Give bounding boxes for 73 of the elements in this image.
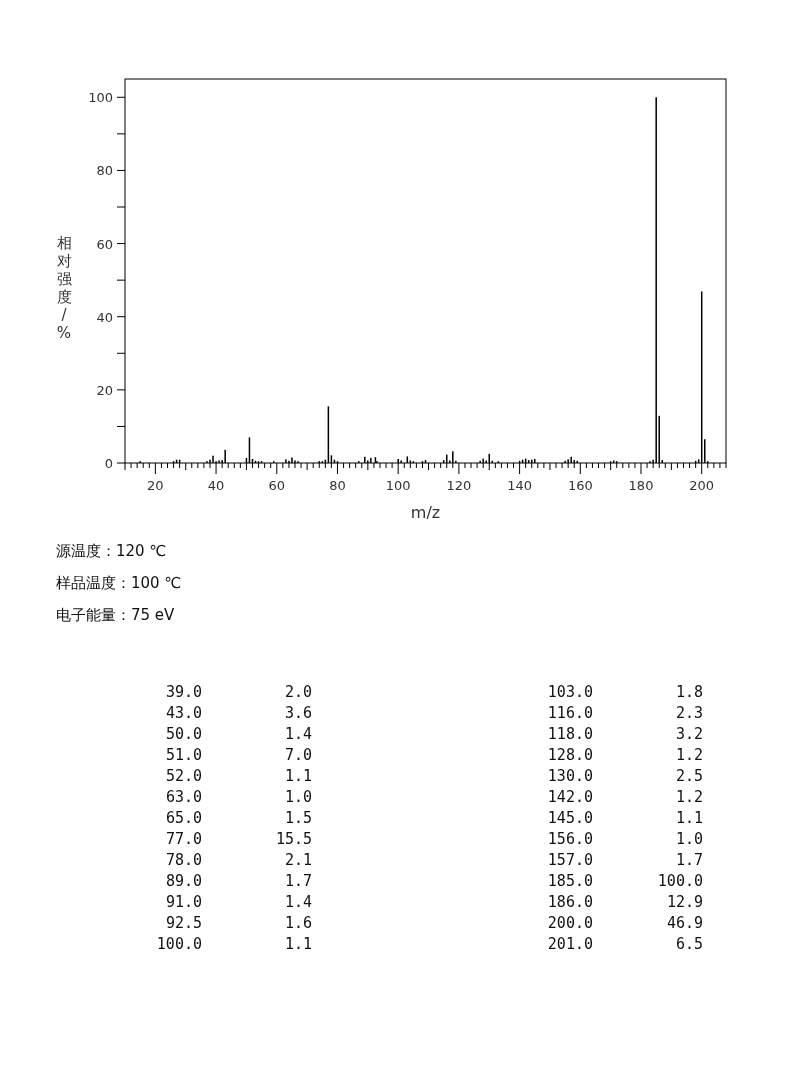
text: 1.0 xyxy=(284,788,312,806)
x-tick-label: 140 xyxy=(507,478,533,493)
y-tick-label: 100 xyxy=(88,90,113,106)
x-tick-label: 180 xyxy=(628,478,654,493)
text: 源温度：120 ℃ xyxy=(56,542,167,560)
text: 78.0 xyxy=(165,851,202,869)
text: 116.0 xyxy=(547,704,593,722)
text: 156.0 xyxy=(547,830,593,848)
text: 185.0 xyxy=(547,872,593,890)
text: 50.0 xyxy=(165,725,202,743)
x-axis-title: m/z xyxy=(410,503,441,522)
text: 2.1 xyxy=(284,851,312,869)
x-tick-label: 120 xyxy=(446,478,472,493)
text: 103.0 xyxy=(547,683,593,701)
text: 118.0 xyxy=(547,725,593,743)
text: 7.0 xyxy=(284,746,312,764)
text: 1.5 xyxy=(284,809,312,827)
text: 91.0 xyxy=(165,893,202,911)
text: 1.8 xyxy=(675,683,703,701)
text: 200.0 xyxy=(547,914,593,932)
text: 1.1 xyxy=(675,809,703,827)
text: 157.0 xyxy=(547,851,593,869)
text: 1.2 xyxy=(675,746,703,764)
text: 15.5 xyxy=(275,830,312,848)
text: 52.0 xyxy=(165,767,202,785)
text: 92.5 xyxy=(165,914,202,932)
text: 2.3 xyxy=(675,704,703,722)
text: 12.9 xyxy=(666,893,703,911)
text: 3.2 xyxy=(675,725,703,743)
x-tick-label: 200 xyxy=(689,478,715,493)
text: 39.0 xyxy=(165,683,202,701)
y-axis-title: 相对强度/% xyxy=(56,234,72,342)
text: 51.0 xyxy=(165,746,202,764)
x-tick-label: 100 xyxy=(385,478,411,493)
x-tick-label: 80 xyxy=(329,478,346,493)
text: 1.7 xyxy=(675,851,703,869)
text: 样品温度：100 ℃ xyxy=(56,574,182,592)
y-tick-label: 40 xyxy=(96,309,113,325)
y-tick-label: 20 xyxy=(96,382,113,398)
x-tick-label: 20 xyxy=(147,478,164,493)
text: 1.1 xyxy=(284,767,312,785)
text: 1.7 xyxy=(284,872,312,890)
x-tick-label: 160 xyxy=(567,478,593,493)
x-tick-label: 60 xyxy=(268,478,286,493)
text: 43.0 xyxy=(165,704,202,722)
text: 电子能量：75 eV xyxy=(56,606,176,624)
text: 142.0 xyxy=(547,788,593,806)
y-tick-label: 80 xyxy=(96,163,113,179)
text: 186.0 xyxy=(547,893,593,911)
text: 100.0 xyxy=(156,935,202,953)
text: 201.0 xyxy=(547,935,593,953)
text: 3.6 xyxy=(284,704,312,722)
text: 1.6 xyxy=(284,914,312,932)
text: 1.1 xyxy=(284,935,312,953)
text: 1.4 xyxy=(284,893,312,911)
x-tick-label: 40 xyxy=(207,478,225,493)
text: 77.0 xyxy=(165,830,202,848)
text: 145.0 xyxy=(547,809,593,827)
text: 65.0 xyxy=(165,809,202,827)
text: 2.0 xyxy=(284,683,312,701)
text: 130.0 xyxy=(547,767,593,785)
text: 46.9 xyxy=(666,914,703,932)
text: 89.0 xyxy=(165,872,202,890)
text: 1.4 xyxy=(284,725,312,743)
text: 63.0 xyxy=(165,788,202,806)
text: 6.5 xyxy=(675,935,703,953)
text: 2.5 xyxy=(675,767,703,785)
y-tick-label: 60 xyxy=(96,236,113,252)
y-tick-label: 0 xyxy=(104,456,113,471)
text: 1.2 xyxy=(675,788,703,806)
text: 100.0 xyxy=(657,872,703,890)
text: 1.0 xyxy=(675,830,703,848)
text: 128.0 xyxy=(547,746,593,764)
